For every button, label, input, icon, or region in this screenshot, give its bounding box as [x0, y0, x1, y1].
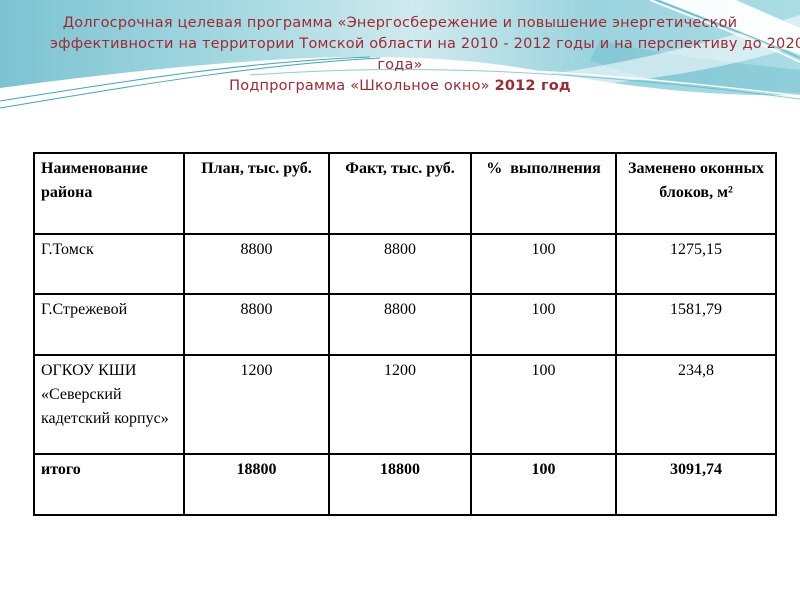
cell-district: итого — [33, 453, 185, 516]
cell-plan: 18800 — [183, 453, 330, 516]
cell-replaced: 1581,79 — [615, 293, 777, 356]
table-row: Г.Стрежевой 8800 8800 100 1581,79 — [33, 293, 777, 356]
cell-fact: 8800 — [328, 293, 472, 356]
title-line-3: года» — [377, 57, 423, 73]
header-plan: План, тыс. руб. — [183, 152, 330, 235]
cell-fact: 1200 — [328, 354, 472, 455]
cell-replaced: 1275,15 — [615, 233, 777, 295]
cell-replaced: 234,8 — [615, 354, 777, 455]
results-table: Наименование района План, тыс. руб. Факт… — [33, 152, 777, 516]
title-line-1: Долгосрочная целевая программа «Энергосб… — [62, 15, 738, 31]
cell-fact: 18800 — [328, 453, 472, 516]
header-district: Наименование района — [33, 152, 185, 235]
title-line-2: эффективности на территории Томской обла… — [50, 36, 800, 52]
subtitle-prefix: Подпрограмма «Школьное окно» — [229, 78, 495, 94]
table-header-row: Наименование района План, тыс. руб. Факт… — [33, 152, 777, 235]
cell-plan: 1200 — [183, 354, 330, 455]
table-row: ОГКОУ КШИ «Северский кадетский корпус» 1… — [33, 354, 777, 455]
cell-plan: 8800 — [183, 233, 330, 295]
header-fact: Факт, тыс. руб. — [328, 152, 472, 235]
table-row: Г.Томск 8800 8800 100 1275,15 — [33, 233, 777, 295]
cell-percent: 100 — [470, 354, 617, 455]
subtitle-line: Подпрограмма «Школьное окно» 2012 год — [50, 76, 750, 97]
cell-district: Г.Стрежевой — [33, 293, 185, 356]
cell-fact: 8800 — [328, 233, 472, 295]
table-row-total: итого 18800 18800 100 3091,74 — [33, 453, 777, 516]
header-percent: % выполнения — [470, 152, 617, 235]
cell-district: Г.Томск — [33, 233, 185, 295]
cell-replaced: 3091,74 — [615, 453, 777, 516]
subtitle-year: 2012 год — [494, 78, 571, 94]
cell-percent: 100 — [470, 233, 617, 295]
cell-percent: 100 — [470, 453, 617, 516]
cell-district: ОГКОУ КШИ «Северский кадетский корпус» — [33, 354, 185, 455]
slide-title: Долгосрочная целевая программа «Энергосб… — [50, 13, 800, 97]
cell-percent: 100 — [470, 293, 617, 356]
cell-plan: 8800 — [183, 293, 330, 356]
header-replaced: Заменено оконных блоков, м² — [615, 152, 777, 235]
